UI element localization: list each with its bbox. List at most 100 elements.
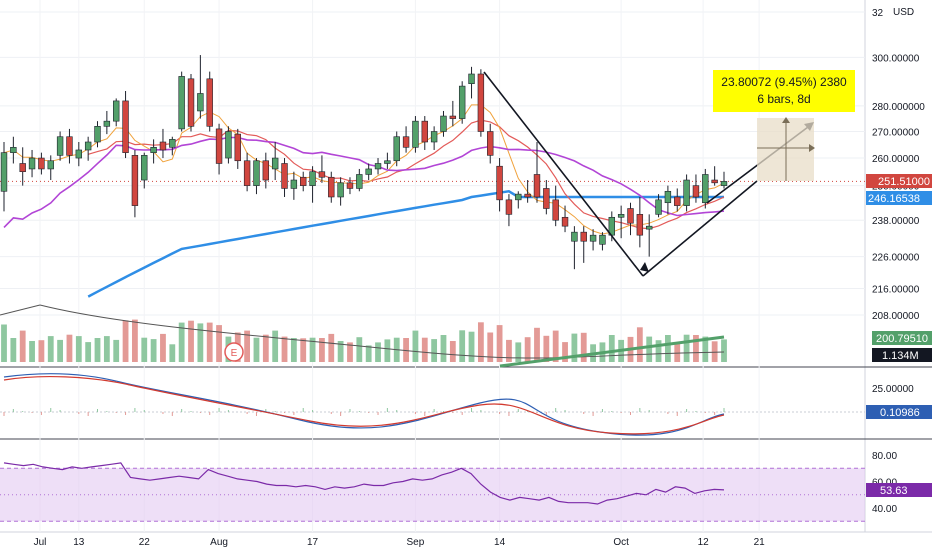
candle-body xyxy=(393,136,400,162)
time-tick-label: 21 xyxy=(754,537,766,548)
candle-body xyxy=(720,181,728,186)
volume-bar xyxy=(702,336,709,362)
volume-last-badge xyxy=(872,348,932,362)
volume-bar xyxy=(85,342,92,362)
time-tick-label: Jul xyxy=(34,537,47,548)
volume-bar xyxy=(403,338,409,362)
volume-bar xyxy=(272,330,279,362)
candle-body xyxy=(421,120,428,143)
macd-pane xyxy=(0,373,865,436)
candle-body xyxy=(309,171,316,186)
volume-bar xyxy=(646,336,653,362)
candle-body xyxy=(103,120,111,127)
candle-body xyxy=(440,115,447,132)
trendline-up[interactable] xyxy=(642,180,758,277)
volume-bar xyxy=(19,330,26,362)
volume-bar xyxy=(57,339,64,362)
volume-bar xyxy=(244,330,251,362)
price-tick-label: 208.00000 xyxy=(872,311,920,322)
candle-body xyxy=(290,179,298,189)
ma-price-label: 246.16538 xyxy=(868,193,920,205)
volume-bar xyxy=(122,320,129,362)
candle-body xyxy=(169,139,176,148)
candle-body xyxy=(477,73,485,132)
candle-body xyxy=(271,157,279,170)
candle-body xyxy=(543,188,550,209)
trendline-down[interactable] xyxy=(483,71,644,277)
volume-bar xyxy=(47,336,54,362)
volume-bar xyxy=(477,322,484,362)
earnings-event-marker[interactable] xyxy=(224,342,244,362)
volume-bar xyxy=(552,330,559,362)
volume-bar xyxy=(150,339,157,362)
candle-body xyxy=(449,115,457,119)
volume-bar xyxy=(431,339,438,362)
candle-body xyxy=(571,231,578,242)
rsi-tick-label: 40.00 xyxy=(872,504,897,515)
volume-bar xyxy=(141,337,148,362)
candle-body xyxy=(505,199,513,215)
vertex-arrowhead xyxy=(640,262,649,272)
time-tick-label: 17 xyxy=(307,537,319,548)
volume-bar xyxy=(319,338,325,362)
volume-bar xyxy=(75,336,82,362)
measure-callout-line2: 6 bars, 8d xyxy=(757,92,810,106)
candle-body xyxy=(674,196,681,206)
price-tick-label: 32 xyxy=(872,8,884,19)
volume-bar xyxy=(113,339,120,362)
measure-callout-line1: 23.80072 (9.45%) 2380 xyxy=(721,75,847,89)
volume-bar xyxy=(103,336,110,362)
time-axis[interactable]: Jul 13 22 Aug 17 Sep 14 Oct 12 21 xyxy=(34,537,766,548)
drawing-tools[interactable]: 23.80072 (9.45%) 2380 6 bars, 8d xyxy=(483,70,855,277)
currency-label[interactable]: USD xyxy=(893,7,914,18)
volume-bar xyxy=(664,335,671,362)
volume-bar xyxy=(449,341,456,362)
candle-body xyxy=(300,176,307,186)
candle-body xyxy=(655,199,662,215)
volume-bar xyxy=(608,335,615,362)
candle-body xyxy=(206,78,213,127)
candle-body xyxy=(589,234,597,242)
earnings-event-label: E xyxy=(231,348,238,359)
candle-body xyxy=(524,193,531,198)
candle-body xyxy=(122,100,129,153)
candle-body xyxy=(187,78,195,127)
candle-body xyxy=(38,157,45,170)
candle-body xyxy=(56,136,64,156)
candle-body xyxy=(346,182,354,189)
candle-body xyxy=(664,190,672,204)
candle-body xyxy=(113,100,120,122)
candle-body xyxy=(412,120,419,148)
time-tick-label: Aug xyxy=(210,537,228,548)
volume-bar xyxy=(711,341,718,362)
candle-body xyxy=(131,155,139,206)
volume-bar xyxy=(674,343,681,362)
candle-body xyxy=(75,149,83,159)
volume-bar xyxy=(300,338,307,362)
volume-bar xyxy=(524,337,531,362)
candle-body xyxy=(337,182,344,198)
candle-body xyxy=(692,185,700,198)
volume-bar xyxy=(10,338,17,362)
volume-trend-line xyxy=(499,335,725,368)
volume-bar xyxy=(412,330,419,362)
volume-bar xyxy=(188,320,194,362)
candle-body xyxy=(533,174,541,198)
rsi-tick-label: 80.00 xyxy=(872,451,897,462)
volume-bar xyxy=(487,332,494,362)
candle-body xyxy=(580,231,587,242)
volume-bar xyxy=(571,333,578,362)
price-tick-label: 280.000000 xyxy=(872,102,925,113)
volume-bar xyxy=(290,338,297,362)
volume-bar xyxy=(132,319,138,362)
time-tick-label: 13 xyxy=(73,537,85,548)
candle-body xyxy=(374,163,382,170)
macd-axis-tick: 25.00000 xyxy=(872,384,914,395)
volume-bar xyxy=(693,335,699,362)
macd-value-badge xyxy=(866,405,932,419)
volume-bar xyxy=(29,341,35,362)
time-tick-label: Oct xyxy=(613,537,629,548)
volume-bar xyxy=(178,322,185,362)
